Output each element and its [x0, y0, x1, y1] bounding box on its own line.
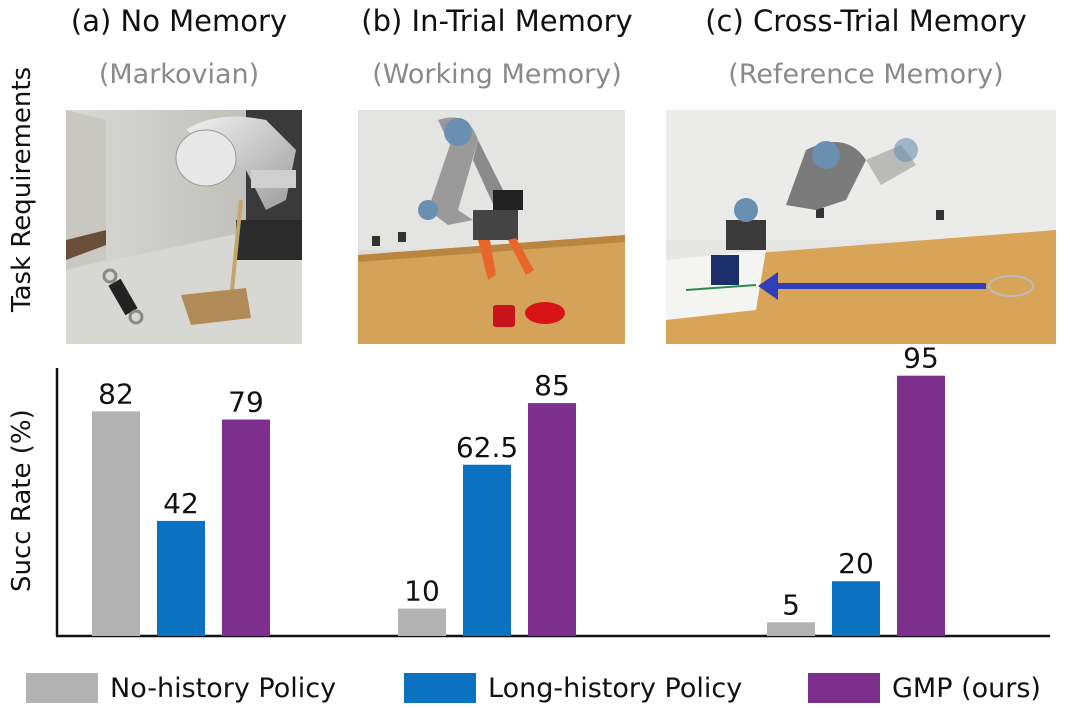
legend-item-no-history: No-history Policy [26, 668, 336, 708]
bar-long-history-a [157, 520, 205, 636]
bar-no-history-b [398, 608, 446, 636]
bar-long-history-b [463, 464, 511, 636]
column-title-a: (a) No Memory [70, 4, 288, 38]
column-title-c: (c) Cross-Trial Memory [705, 4, 1027, 38]
data-label-no-history-a: 82 [98, 377, 134, 410]
bar-gmp-b [528, 403, 576, 636]
data-label-no-history-b: 10 [404, 575, 440, 608]
data-label-long-history-a: 42 [163, 487, 199, 520]
photo-cross-trial-memory-robot [666, 110, 1056, 344]
data-label-long-history-b: 62.5 [456, 431, 518, 464]
legend-item-gmp: GMP (ours) [808, 668, 1041, 708]
column-title-b: (b) In-Trial Memory [361, 4, 633, 38]
photo-no-memory-robot [66, 110, 302, 344]
legend-swatch-gmp [808, 673, 880, 703]
photo-in-trial-memory-robot [358, 110, 625, 344]
legend-label-long-history: Long-history Policy [488, 672, 743, 704]
legend-item-long-history: Long-history Policy [404, 668, 742, 708]
legend-label-gmp: GMP (ours) [892, 672, 1041, 704]
legend-label-no-history: No-history Policy [110, 672, 337, 704]
data-label-no-history-c: 5 [782, 588, 800, 621]
legend-swatch-no-history [26, 673, 98, 703]
bar-gmp-a [222, 419, 270, 636]
legend-swatch-long-history [404, 673, 476, 703]
bar-no-history-a [92, 411, 140, 636]
data-label-long-history-c: 20 [838, 547, 874, 580]
column-subtitle-c: (Reference Memory) [728, 59, 1004, 90]
column-subtitle-b: (Working Memory) [372, 59, 622, 90]
data-label-gmp-c: 95 [903, 342, 939, 375]
bar-no-history-c [767, 622, 815, 636]
bar-gmp-c [897, 375, 945, 636]
data-label-gmp-b: 85 [534, 369, 570, 402]
column-subtitle-a: (Markovian) [98, 59, 260, 90]
data-label-gmp-a: 79 [228, 386, 264, 419]
bar-long-history-c [832, 581, 880, 636]
